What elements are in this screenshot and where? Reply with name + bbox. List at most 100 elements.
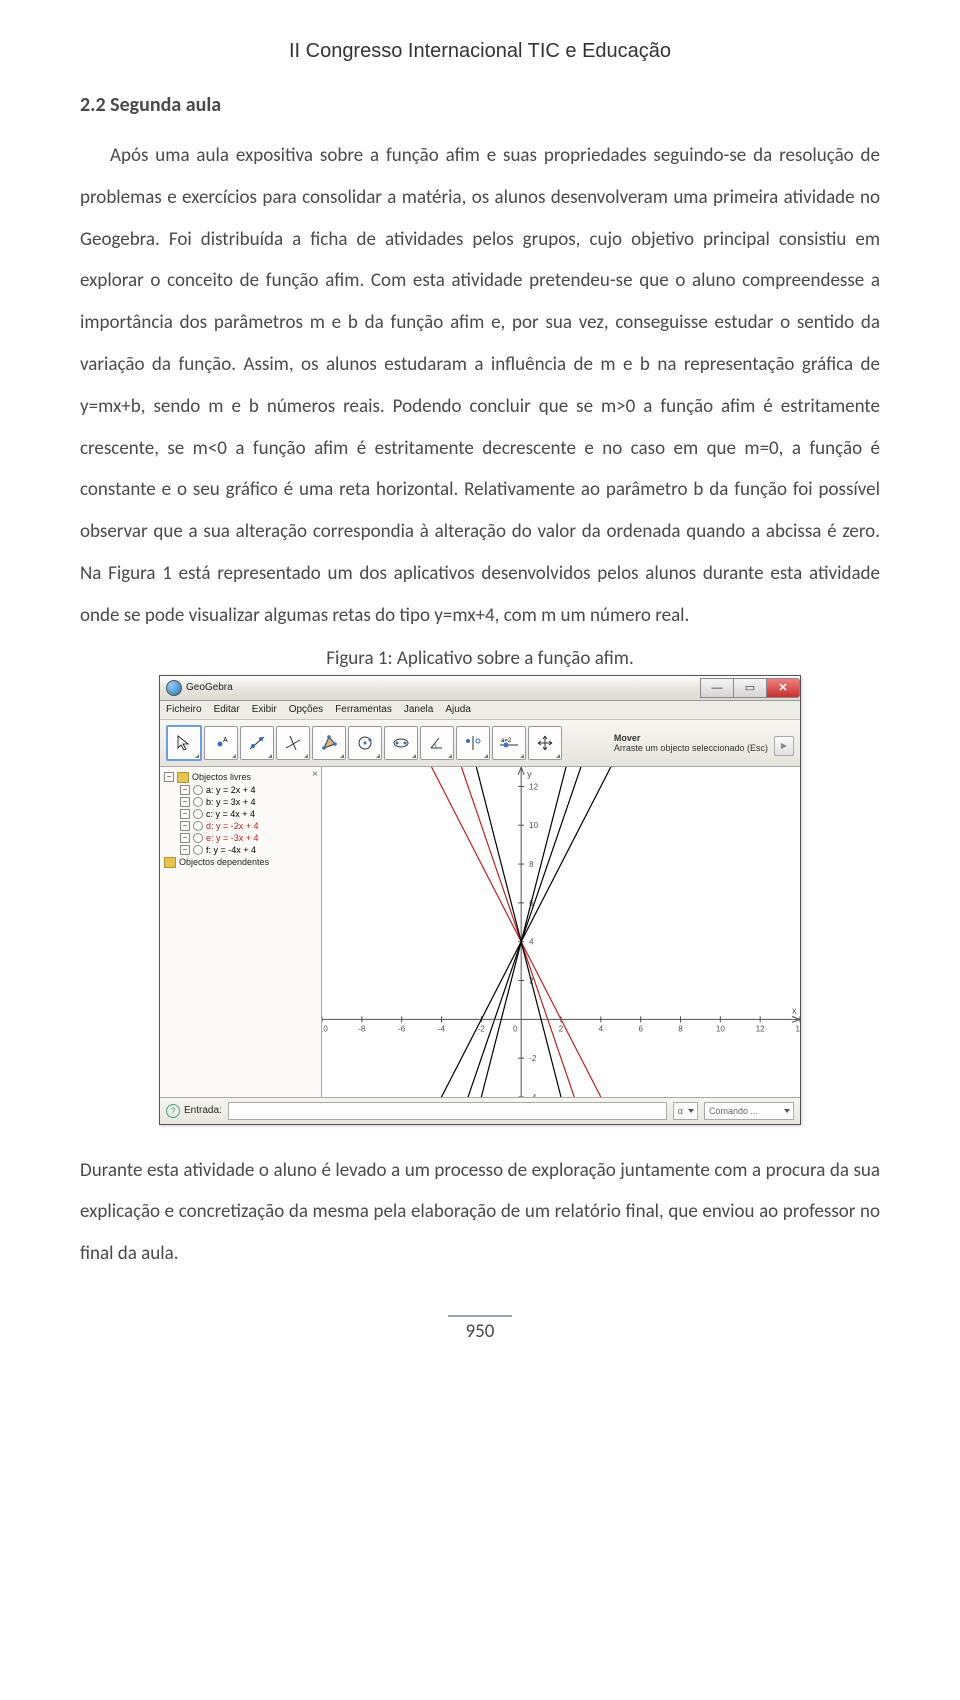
menu-item[interactable]: Editar — [214, 704, 240, 715]
tool-move-button[interactable] — [166, 725, 202, 761]
svg-text:-10: -10 — [322, 1024, 328, 1033]
page-number: 950 — [448, 1315, 513, 1343]
visibility-icon[interactable] — [193, 833, 203, 843]
visibility-icon[interactable] — [193, 809, 203, 819]
tool-help-title: Mover — [614, 733, 768, 743]
window-titlebar[interactable]: GeoGebra — ▭ ✕ — [160, 676, 800, 701]
close-button[interactable]: ✕ — [766, 678, 800, 698]
svg-text:4: 4 — [599, 1024, 604, 1033]
tool-polygon-button[interactable] — [312, 726, 346, 760]
menu-item[interactable]: Ferramentas — [335, 704, 392, 715]
paragraph-1-text: Após uma aula expositiva sobre a função … — [80, 144, 880, 627]
svg-text:A: A — [223, 737, 228, 744]
svg-text:-2: -2 — [478, 1024, 486, 1033]
svg-text:8: 8 — [678, 1024, 683, 1033]
object-label: f: y = -4x + 4 — [206, 845, 256, 855]
chart-svg: xy-10-8-6-4-22468101214-4-2246810120 — [322, 767, 800, 1097]
tool-help-panel: Mover Arraste um objecto seleccionado (E… — [614, 733, 794, 753]
tree-item[interactable]: −e: y = -3x + 4 — [162, 832, 319, 844]
object-label: b: y = 3x + 4 — [206, 797, 256, 807]
tool-angle-button[interactable] — [420, 726, 454, 760]
app-icon — [166, 680, 182, 696]
svg-text:x: x — [792, 1005, 797, 1015]
menu-item[interactable]: Ajuda — [445, 704, 471, 715]
svg-text:12: 12 — [756, 1024, 765, 1033]
svg-text:y: y — [527, 769, 532, 779]
line-icon — [248, 734, 266, 752]
tree-label: Objectos livres — [192, 772, 251, 782]
svg-text:-8: -8 — [358, 1024, 366, 1033]
input-label: Entrada: — [184, 1105, 222, 1116]
tree-item[interactable]: −d: y = -2x + 4 — [162, 820, 319, 832]
toggle-icon[interactable]: − — [180, 821, 190, 831]
tree-item[interactable]: − b: y = 3x + 4 — [162, 796, 319, 808]
visibility-icon[interactable] — [193, 785, 203, 795]
tool-ellipse-button[interactable] — [384, 726, 418, 760]
visibility-icon[interactable] — [193, 797, 203, 807]
conference-header: II Congresso Internacional TIC e Educaçã… — [80, 40, 880, 63]
svg-text:-4: -4 — [438, 1024, 446, 1033]
visibility-icon[interactable] — [193, 821, 203, 831]
object-label: c: y = 4x + 4 — [206, 809, 255, 819]
slider-icon: a=2 — [498, 737, 520, 749]
svg-text:12: 12 — [529, 782, 538, 791]
point-icon: A — [214, 736, 228, 750]
tool-slider-button[interactable]: a=2 — [492, 726, 526, 760]
svg-text:4: 4 — [529, 937, 534, 946]
tree-folder-free[interactable]: − Objectos livres — [162, 771, 319, 784]
visibility-icon[interactable] — [193, 845, 203, 855]
figure-caption: Figura 1: Aplicativo sobre a função afim… — [80, 647, 880, 670]
tree-item[interactable]: − c: y = 4x + 4 — [162, 808, 319, 820]
folder-icon — [177, 772, 189, 783]
panel-close-icon[interactable]: × — [312, 769, 318, 780]
toggle-icon[interactable]: − — [180, 845, 190, 855]
menu-item[interactable]: Exibir — [252, 704, 277, 715]
tree-folder-dep[interactable]: Objectos dependentes — [162, 856, 319, 869]
toggle-icon[interactable]: − — [180, 809, 190, 819]
tool-circle-button[interactable] — [348, 726, 382, 760]
tree-item[interactable]: −a: y = 2x + 4 — [162, 784, 319, 796]
geogebra-window: GeoGebra — ▭ ✕ Ficheiro Editar Exibir Op… — [159, 675, 801, 1125]
algebra-panel[interactable]: × − Objectos livres −a: y = 2x + 4−b: y … — [160, 767, 322, 1097]
svg-text:10: 10 — [716, 1024, 725, 1033]
collapse-icon[interactable]: − — [164, 772, 174, 782]
figure-wrap: GeoGebra — ▭ ✕ Ficheiro Editar Exibir Op… — [80, 675, 880, 1125]
angle-icon — [428, 734, 446, 752]
polygon-icon — [320, 734, 338, 752]
tool-line-button[interactable] — [240, 726, 274, 760]
paragraph-2-text: Durante esta atividade o aluno é levado … — [80, 1159, 880, 1266]
help-icon[interactable]: ? — [166, 1104, 180, 1118]
svg-text:2: 2 — [559, 1024, 564, 1033]
toggle-icon[interactable]: − — [180, 797, 190, 807]
tool-help-arrow-icon[interactable] — [774, 736, 794, 756]
toggle-icon[interactable]: − — [180, 833, 190, 843]
command-dropdown[interactable]: Comando ... — [704, 1102, 794, 1120]
tree-item[interactable]: − f: y = -4x + 4 — [162, 844, 319, 856]
toolbar: A — [160, 720, 800, 767]
reflect-icon — [464, 734, 482, 752]
window-title: GeoGebra — [186, 682, 233, 693]
command-input[interactable] — [228, 1102, 667, 1120]
paragraph-2: Durante esta atividade o aluno é levado … — [80, 1150, 880, 1275]
menu-item[interactable]: Opções — [289, 704, 323, 715]
tool-movecanvas-button[interactable] — [528, 726, 562, 760]
minimize-button[interactable]: — — [700, 678, 734, 698]
paragraph-1: Após uma aula expositiva sobre a função … — [80, 135, 880, 637]
toggle-icon[interactable]: − — [180, 785, 190, 795]
move-icon — [536, 734, 554, 752]
menu-item[interactable]: Janela — [404, 704, 433, 715]
folder-icon — [164, 857, 176, 868]
svg-text:14: 14 — [796, 1024, 800, 1033]
menu-item[interactable]: Ficheiro — [166, 704, 202, 715]
cursor-icon — [176, 735, 192, 751]
graphics-view[interactable]: xy-10-8-6-4-22468101214-4-2246810120 — [322, 767, 800, 1097]
maximize-button[interactable]: ▭ — [733, 678, 767, 698]
tool-reflect-button[interactable] — [456, 726, 490, 760]
svg-text:8: 8 — [529, 860, 534, 869]
tool-perpendicular-button[interactable] — [276, 726, 310, 760]
symbol-dropdown[interactable]: α — [673, 1102, 698, 1120]
svg-text:0: 0 — [513, 1024, 518, 1033]
svg-text:-6: -6 — [398, 1024, 406, 1033]
svg-text:a=2: a=2 — [501, 738, 512, 744]
tool-point-button[interactable]: A — [204, 726, 238, 760]
